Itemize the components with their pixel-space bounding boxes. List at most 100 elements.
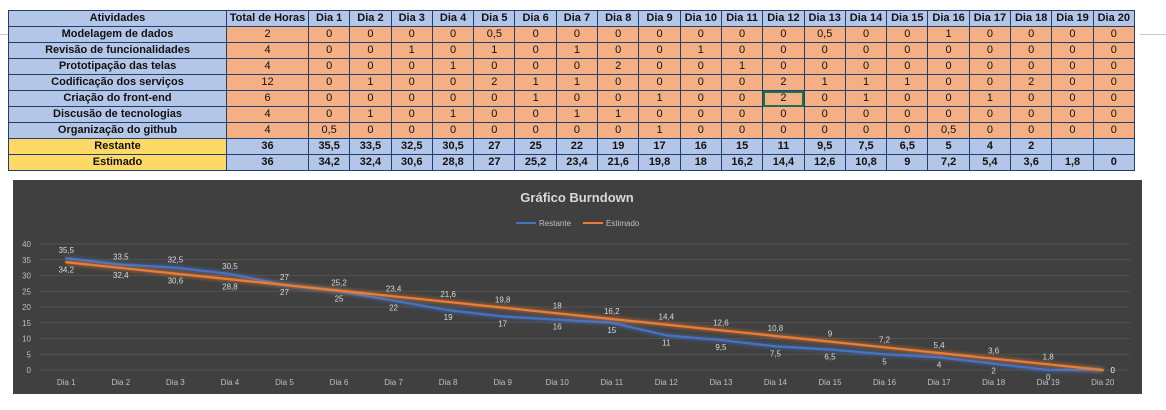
day-cell[interactable]: 0,5 [473,26,516,43]
day-cell[interactable]: 0 [762,26,805,43]
day-cell[interactable]: 0 [762,42,805,59]
day-cell[interactable]: 1 [638,90,681,107]
day-cell[interactable]: 0 [844,42,888,59]
day-cell[interactable]: 0 [1010,42,1053,59]
day-cell[interactable]: 0 [597,42,640,59]
total-hours-cell[interactable]: 4 [226,106,309,123]
header-day-5[interactable]: Dia 5 [473,10,516,27]
total-hours-cell[interactable]: 6 [226,90,309,107]
day-cell[interactable]: 0 [307,58,351,75]
day-cell[interactable]: 1 [349,74,392,91]
day-cell[interactable]: 0 [927,106,970,123]
day-cell[interactable]: 0 [555,26,599,43]
day-cell[interactable]: 0 [1051,26,1094,43]
day-cell[interactable]: 0 [679,26,722,43]
day-cell[interactable]: 0,5 [927,122,970,139]
day-cell[interactable]: 0 [720,90,764,107]
day-cell[interactable]: 0 [597,26,640,43]
day-cell[interactable]: 1 [473,42,516,59]
total-hours-cell[interactable]: 4 [226,122,309,139]
day-cell[interactable]: 0 [1010,58,1053,75]
day-cell[interactable]: 33,5 [349,138,392,155]
day-cell[interactable]: 9 [886,154,929,171]
day-cell[interactable]: 0 [1092,122,1135,139]
day-cell[interactable]: 0 [349,122,392,139]
day-cell[interactable]: 18 [679,154,722,171]
day-cell[interactable]: 0 [1010,106,1053,123]
day-cell[interactable]: 0 [1092,154,1135,171]
total-hours-cell[interactable]: 36 [226,138,309,155]
day-cell[interactable]: 1 [390,42,433,59]
day-cell[interactable]: 1 [597,106,640,123]
day-cell[interactable]: 0 [762,106,805,123]
day-cell[interactable]: 14,4 [762,154,805,171]
day-cell[interactable]: 1 [638,122,681,139]
day-cell[interactable]: 0 [886,58,929,75]
day-cell[interactable]: 0 [473,106,516,123]
day-cell[interactable]: 0 [473,122,516,139]
total-hours-cell[interactable]: 4 [226,58,309,75]
day-cell[interactable]: 0 [307,42,351,59]
day-cell[interactable]: 30,6 [390,154,433,171]
day-cell[interactable]: 0 [679,90,722,107]
activity-name-cell[interactable]: Criação do front-end [8,90,227,107]
day-cell[interactable]: 34,2 [307,154,351,171]
day-cell[interactable]: 7,2 [927,154,970,171]
day-cell[interactable]: 0 [390,90,433,107]
header-day-2[interactable]: Dia 2 [349,10,392,27]
day-cell[interactable]: 0 [803,106,846,123]
day-cell[interactable]: 0 [597,122,640,139]
day-cell[interactable]: 0 [679,106,722,123]
day-cell[interactable]: 0 [886,106,929,123]
header-day-20[interactable]: Dia 20 [1092,10,1135,27]
day-cell[interactable]: 0 [349,26,392,43]
day-cell[interactable]: 7,5 [844,138,888,155]
day-cell[interactable]: 9,5 [803,138,846,155]
day-cell[interactable]: 0 [1010,122,1053,139]
day-cell[interactable]: 11 [762,138,805,155]
day-cell[interactable]: 0 [307,90,351,107]
day-cell[interactable]: 1 [886,74,929,91]
day-cell[interactable]: 0 [679,74,722,91]
day-cell[interactable]: 0 [844,58,888,75]
day-cell[interactable]: 0 [431,42,475,59]
day-cell[interactable]: 1 [720,58,764,75]
day-cell[interactable]: 0 [1051,42,1094,59]
day-cell[interactable]: 32,4 [349,154,392,171]
day-cell[interactable]: 0 [844,122,888,139]
day-cell[interactable]: 10,8 [844,154,888,171]
day-cell[interactable]: 16,2 [720,154,764,171]
day-cell[interactable]: 19,8 [638,154,681,171]
header-total-hours[interactable]: Total de Horas [226,10,309,27]
day-cell[interactable]: 0 [390,58,433,75]
day-cell[interactable]: 0 [844,26,888,43]
day-cell[interactable]: 0 [886,122,929,139]
day-cell[interactable]: 0 [597,74,640,91]
day-cell[interactable]: 0 [886,90,929,107]
day-cell[interactable]: 0 [1010,26,1053,43]
day-cell[interactable]: 6,5 [886,138,929,155]
day-cell[interactable]: 1 [927,26,970,43]
day-cell[interactable]: 0 [720,122,764,139]
day-cell[interactable]: 0,5 [307,122,351,139]
day-cell[interactable]: 2 [597,58,640,75]
day-cell[interactable]: 0 [597,90,640,107]
header-day-9[interactable]: Dia 9 [638,10,681,27]
day-cell[interactable]: 30,5 [431,138,475,155]
day-cell[interactable]: 0 [638,74,681,91]
header-day-16[interactable]: Dia 16 [927,10,970,27]
day-cell[interactable]: 0 [968,74,1012,91]
day-cell[interactable]: 0 [390,26,433,43]
day-cell[interactable]: 0 [968,122,1012,139]
day-cell[interactable]: 28,8 [431,154,475,171]
day-cell[interactable]: 1 [349,106,392,123]
day-cell[interactable]: 0 [1092,106,1135,123]
day-cell[interactable]: 1 [431,106,475,123]
day-cell[interactable]: 0 [431,90,475,107]
activity-name-cell[interactable]: Prototipação das telas [8,58,227,75]
day-cell[interactable]: 4 [968,138,1012,155]
day-cell[interactable]: 0 [927,74,970,91]
day-cell[interactable]: 1 [555,106,599,123]
activity-name-cell[interactable]: Codificação dos serviços [8,74,227,91]
day-cell[interactable]: 0 [1092,26,1135,43]
